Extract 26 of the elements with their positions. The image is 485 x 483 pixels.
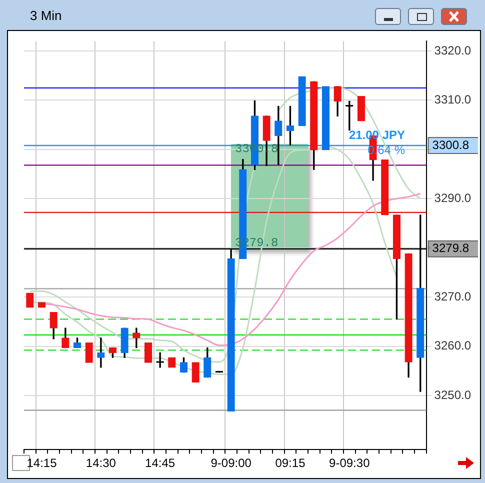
x-tick-label: 14:15 [26,456,58,470]
annotation: 21.00 JPY [348,128,405,142]
y-tick-label: 3270.0 [434,289,472,304]
y-tick-label: 3310.0 [434,92,472,107]
candlestick [192,362,200,383]
y-tick-label: 3320.0 [434,43,472,58]
candlestick [38,302,46,308]
candlestick [144,342,152,363]
candlestick [357,96,366,122]
y-tick-label: 3290.0 [434,190,472,205]
candlestick [156,352,164,368]
x-tick-label: 9-09:00 [210,456,252,470]
ref-line-label: 3279.8 [432,241,470,256]
candlestick [381,159,389,216]
x-tick-label: 14:30 [86,456,116,470]
candlestick [298,76,306,126]
y-tick-label: 3250.0 [434,388,472,402]
candlestick [26,292,34,308]
candlestick [85,342,93,363]
x-tick-label: 9-09:30 [329,456,370,470]
chart-title: 3 Min [30,8,62,23]
y-tick-label: 3260.0 [434,338,472,353]
candlestick [322,86,330,150]
x-tick-label: 09:15 [275,456,306,470]
ref-line-label: 3300.8 [432,138,470,152]
x-tick-label: 14:45 [145,456,176,470]
